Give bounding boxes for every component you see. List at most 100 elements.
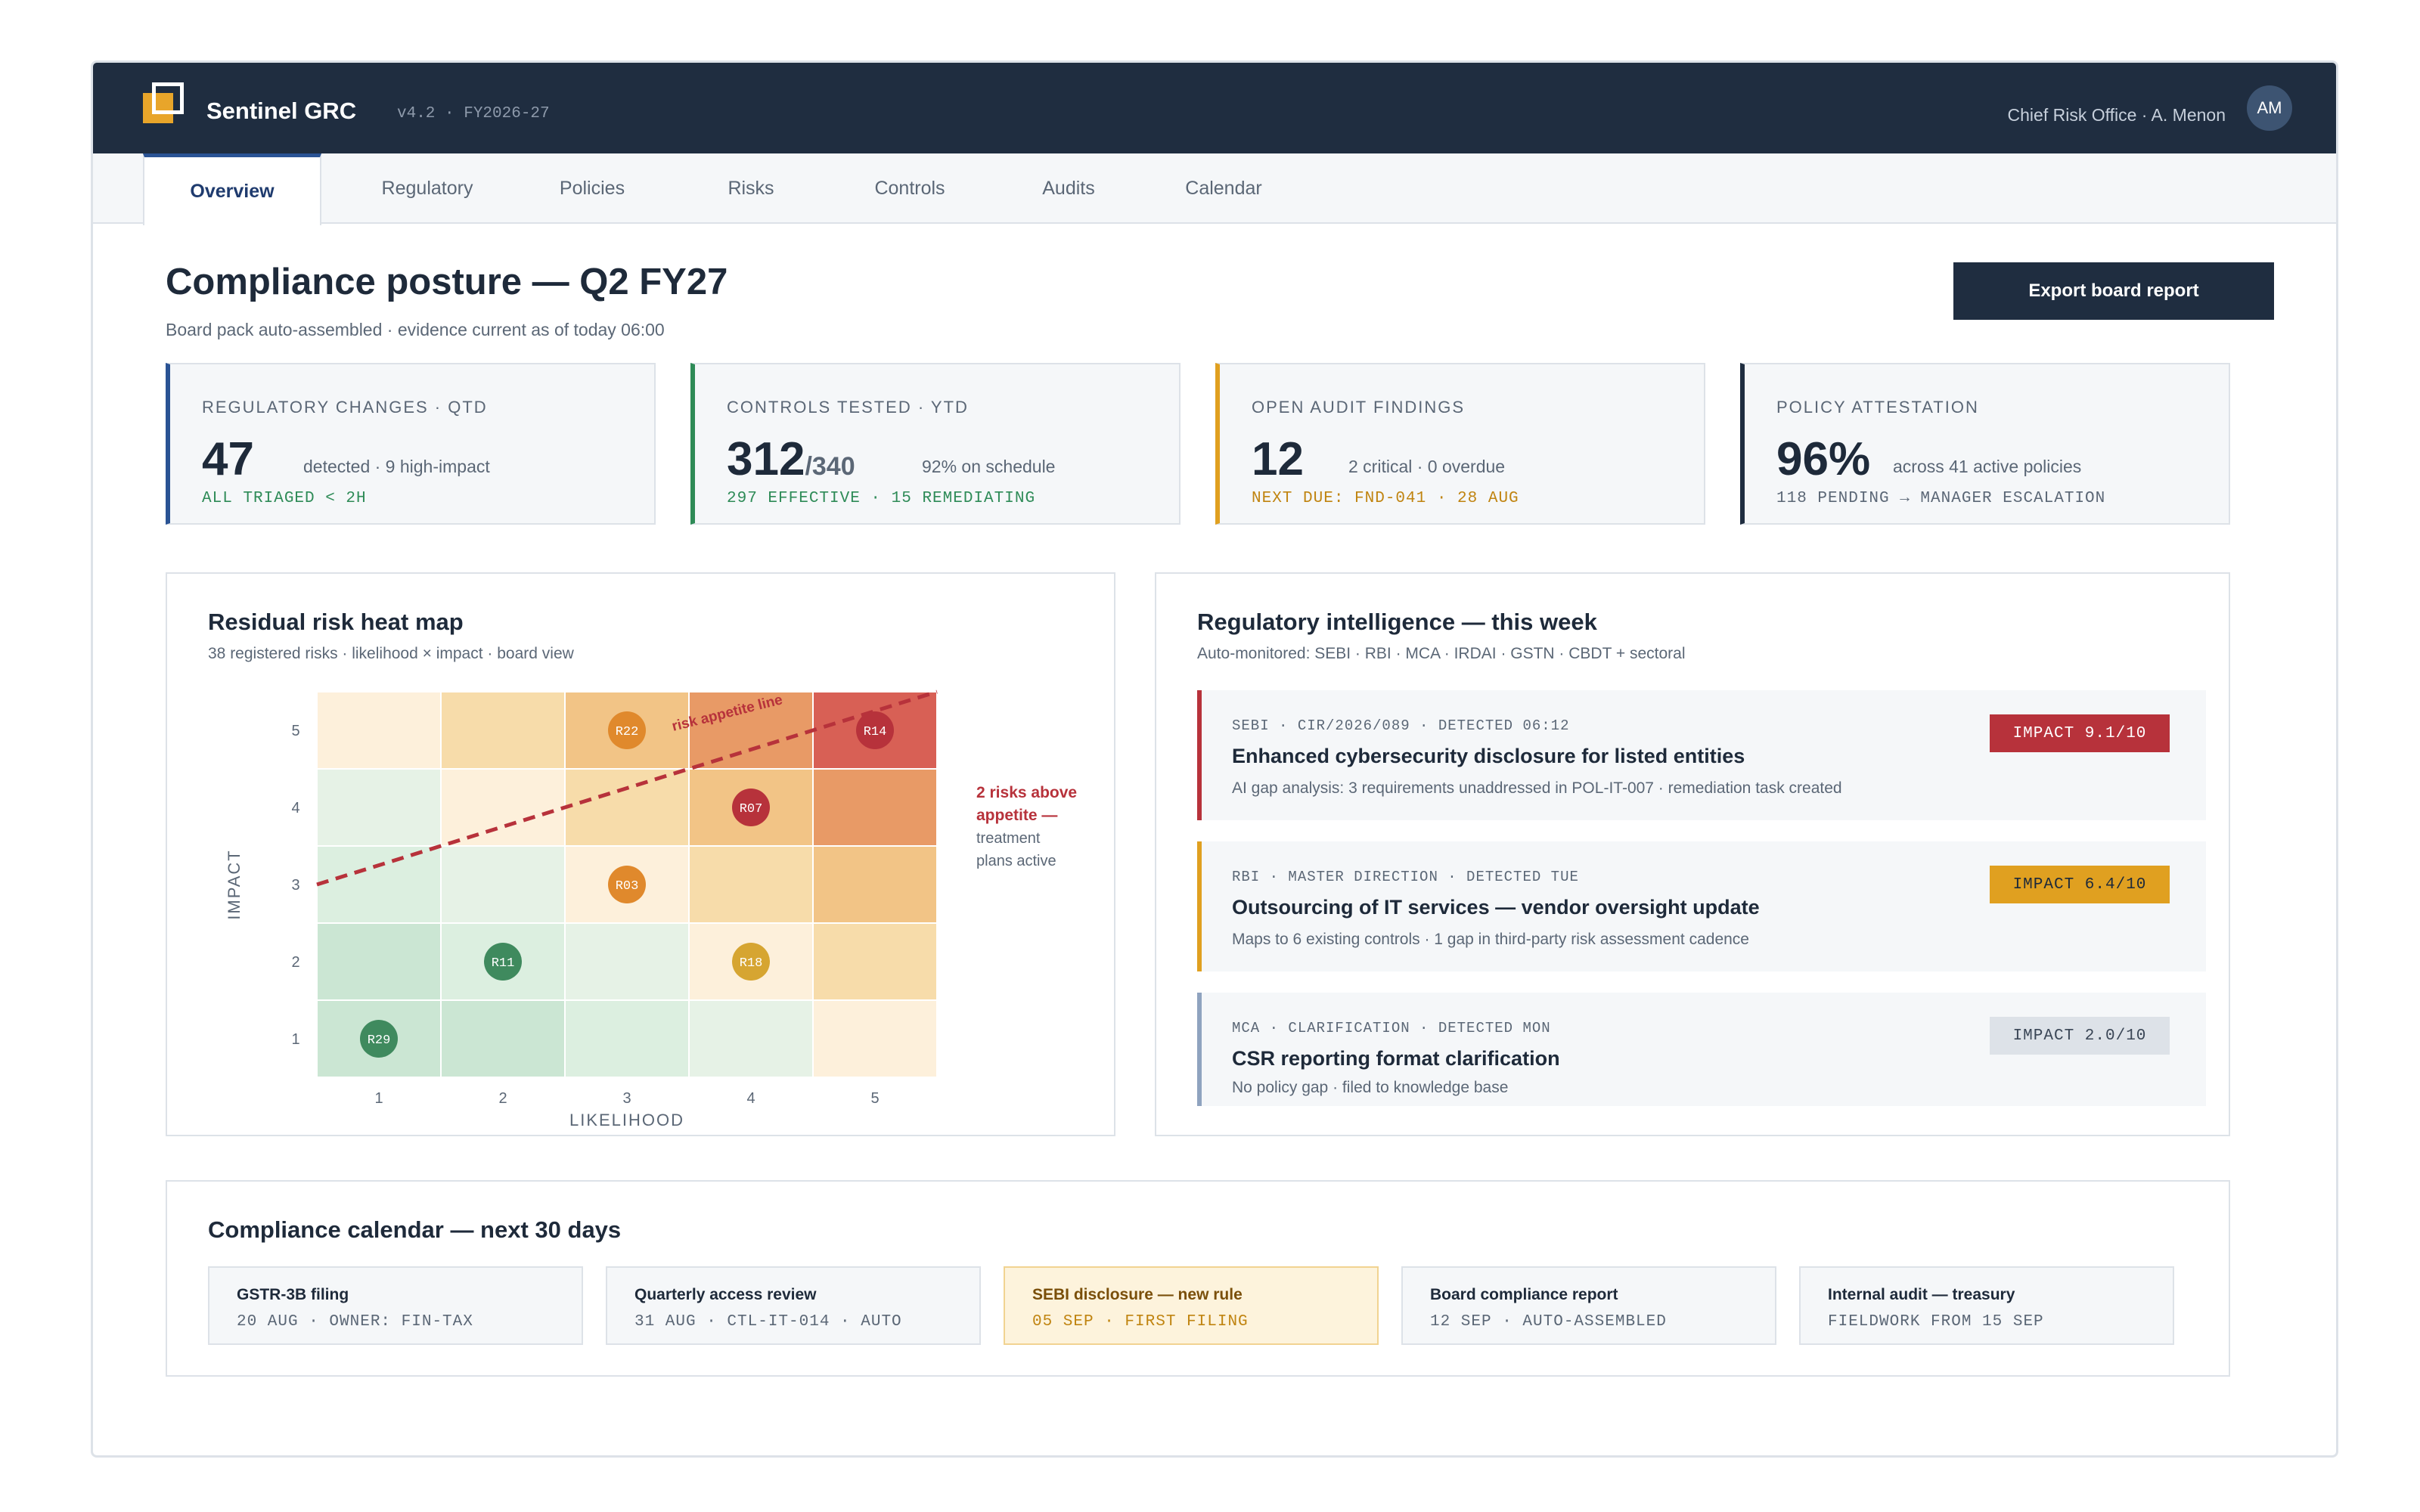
risk-marker — [608, 866, 646, 903]
kpi-foot: 297 EFFECTIVE · 15 REMEDIATING — [727, 490, 1036, 507]
tab-calendar[interactable]: Calendar — [1185, 178, 1262, 199]
tab-audits[interactable]: Audits — [1042, 178, 1095, 199]
calendar-item-highlighted[interactable]: SEBI disclosure — new rule 05 SEP · FIRS… — [1004, 1266, 1379, 1345]
y-tick-label: 5 — [291, 723, 299, 739]
risk-marker — [484, 943, 522, 981]
heatmap-cell — [814, 770, 936, 845]
heatmap-cell — [318, 770, 440, 845]
kpi-value: 96% — [1776, 433, 1871, 485]
risk-appetite-line — [316, 689, 938, 887]
reg-item[interactable]: MCA · CLARIFICATION · DETECTED MON CSR r… — [1197, 993, 2206, 1106]
kpi-card-controls-tested[interactable]: CONTROLS TESTED · YTD 312/340 92% on sch… — [690, 363, 1181, 525]
calendar-item-title: GSTR-3B filing — [237, 1286, 349, 1303]
kpi-card-policy-attestation[interactable]: POLICY ATTESTATION 96% across 41 active … — [1740, 363, 2230, 525]
risk-marker — [608, 711, 646, 749]
heatmap-subtitle: 38 registered risks · likelihood × impac… — [208, 645, 574, 662]
impact-badge: IMPACT 9.1/10 — [1990, 714, 2170, 752]
calendar-title: Compliance calendar — next 30 days — [208, 1216, 622, 1243]
regulatory-intelligence-panel: Regulatory intelligence — this week Auto… — [1155, 572, 2230, 1136]
reg-item-meta: RBI · MASTER DIRECTION · DETECTED TUE — [1232, 869, 1579, 885]
calendar-item-meta: FIELDWORK FROM 15 SEP — [1828, 1313, 2044, 1331]
heatmap-cell — [442, 847, 564, 922]
heatmap-cell — [814, 847, 936, 922]
risk-marker — [732, 943, 770, 981]
kpi-value: 47 — [202, 433, 254, 485]
tab-overview[interactable]: Overview — [143, 153, 321, 225]
x-tick-label: 5 — [870, 1090, 879, 1107]
kpi-detail: across 41 active policies — [1893, 457, 2082, 476]
kpi-value-suffix: /340 — [805, 452, 855, 481]
calendar-item-meta: 05 SEP · FIRST FILING — [1032, 1313, 1249, 1331]
kpi-card-audit-findings[interactable]: OPEN AUDIT FINDINGS 12 2 critical · 0 ov… — [1215, 363, 1705, 525]
tab-policies[interactable]: Policies — [559, 178, 625, 199]
tab-risks[interactable]: Risks — [728, 178, 774, 199]
heatmap-cell — [318, 924, 440, 999]
reg-item-title: Outsourcing of IT services — vendor over… — [1232, 896, 1760, 919]
heatmap-cell — [442, 770, 564, 845]
compliance-calendar-panel: Compliance calendar — next 30 days GSTR-… — [166, 1180, 2230, 1377]
y-tick-label: 2 — [291, 954, 299, 971]
kpi-label: CONTROLS TESTED · YTD — [727, 398, 969, 417]
heatmap-cell — [318, 692, 440, 768]
y-tick-label: 1 — [291, 1031, 299, 1048]
main-tabs: Overview Regulatory Policies Risks Contr… — [93, 153, 2336, 225]
reg-item-meta: MCA · CLARIFICATION · DETECTED MON — [1232, 1020, 1551, 1036]
page-subtitle: Board pack auto-assembled · evidence cur… — [166, 320, 665, 339]
heatmap-cell — [566, 924, 688, 999]
kpi-detail: 2 critical · 0 overdue — [1348, 457, 1506, 476]
calendar-item-title: Internal audit — treasury — [1828, 1286, 2015, 1303]
calendar-item[interactable]: GSTR-3B filing 20 AUG · OWNER: FIN-TAX — [208, 1266, 583, 1345]
reg-item-description: Maps to 6 existing controls · 1 gap in t… — [1232, 931, 1749, 948]
y-tick-label: 3 — [291, 877, 299, 894]
appetite-note: plans active — [976, 853, 1056, 869]
tab-regulatory[interactable]: Regulatory — [381, 178, 473, 199]
reg-item[interactable]: RBI · MASTER DIRECTION · DETECTED TUE Ou… — [1197, 841, 2206, 971]
calendar-item[interactable]: Internal audit — treasury FIELDWORK FROM… — [1799, 1266, 2174, 1345]
avatar[interactable]: AM — [2247, 85, 2292, 131]
heatmap-panel: Residual risk heat map 38 registered ris… — [166, 572, 1115, 1136]
kpi-value: 12 — [1252, 433, 1304, 485]
top-bar: Sentinel GRC v4.2 · FY2026-27 Chief Risk… — [93, 63, 2336, 153]
risk-marker-label: R14 — [864, 725, 887, 739]
kpi-label: OPEN AUDIT FINDINGS — [1252, 398, 1466, 417]
heatmap-cell — [690, 692, 812, 768]
calendar-item-title: SEBI disclosure — new rule — [1032, 1286, 1243, 1303]
heatmap-cell — [566, 1001, 688, 1077]
risk-marker-label: R07 — [740, 802, 763, 816]
calendar-item-title: Board compliance report — [1430, 1286, 1618, 1303]
export-board-report-button[interactable]: Export board report — [1953, 262, 2274, 320]
kpi-foot: NEXT DUE: FND-041 · 28 AUG — [1252, 490, 1519, 507]
calendar-item[interactable]: Board compliance report 12 SEP · AUTO-AS… — [1401, 1266, 1776, 1345]
calendar-item[interactable]: Quarterly access review 31 AUG · CTL-IT-… — [606, 1266, 981, 1345]
reg-item[interactable]: SEBI · CIR/2026/089 · DETECTED 06:12 Enh… — [1197, 690, 2206, 820]
heatmap-cell — [442, 692, 564, 768]
risk-marker — [856, 711, 894, 749]
reg-item-description: AI gap analysis: 3 requirements unaddres… — [1232, 779, 1842, 797]
impact-badge: IMPACT 6.4/10 — [1990, 866, 2170, 903]
calendar-item-meta: 12 SEP · AUTO-ASSEMBLED — [1430, 1313, 1667, 1331]
regintel-subtitle: Auto-monitored: SEBI · RBI · MCA · IRDAI… — [1197, 645, 1686, 662]
reg-item-title: CSR reporting format clarification — [1232, 1047, 1560, 1070]
appetite-note: 2 risks above — [976, 784, 1077, 801]
risk-marker — [360, 1020, 398, 1058]
tab-controls[interactable]: Controls — [874, 178, 945, 199]
kpi-detail: 92% on schedule — [922, 457, 1056, 476]
kpi-card-regulatory-changes[interactable]: REGULATORY CHANGES · QTD 47 detected · 9… — [166, 363, 656, 525]
calendar-item-title: Quarterly access review — [634, 1286, 817, 1303]
heatmap-cell — [442, 1001, 564, 1077]
y-axis-label: IMPACT — [225, 849, 244, 919]
calendar-item-meta: 31 AUG · CTL-IT-014 · AUTO — [634, 1313, 902, 1331]
reg-item-description: No policy gap · filed to knowledge base — [1232, 1079, 1509, 1096]
logo-icon — [143, 82, 185, 125]
x-tick-label: 1 — [374, 1090, 383, 1107]
calendar-item-meta: 20 AUG · OWNER: FIN-TAX — [237, 1313, 473, 1331]
brand-name: Sentinel GRC — [206, 98, 357, 124]
kpi-foot: 118 PENDING → MANAGER ESCALATION — [1776, 490, 2106, 507]
reg-item-meta: SEBI · CIR/2026/089 · DETECTED 06:12 — [1232, 717, 1570, 734]
heatmap-cell — [814, 1001, 936, 1077]
version-label: v4.2 · FY2026-27 — [397, 105, 550, 122]
risk-marker-label: R18 — [740, 956, 763, 971]
heatmap-title: Residual risk heat map — [208, 609, 464, 635]
kpi-label: POLICY ATTESTATION — [1776, 398, 1979, 417]
